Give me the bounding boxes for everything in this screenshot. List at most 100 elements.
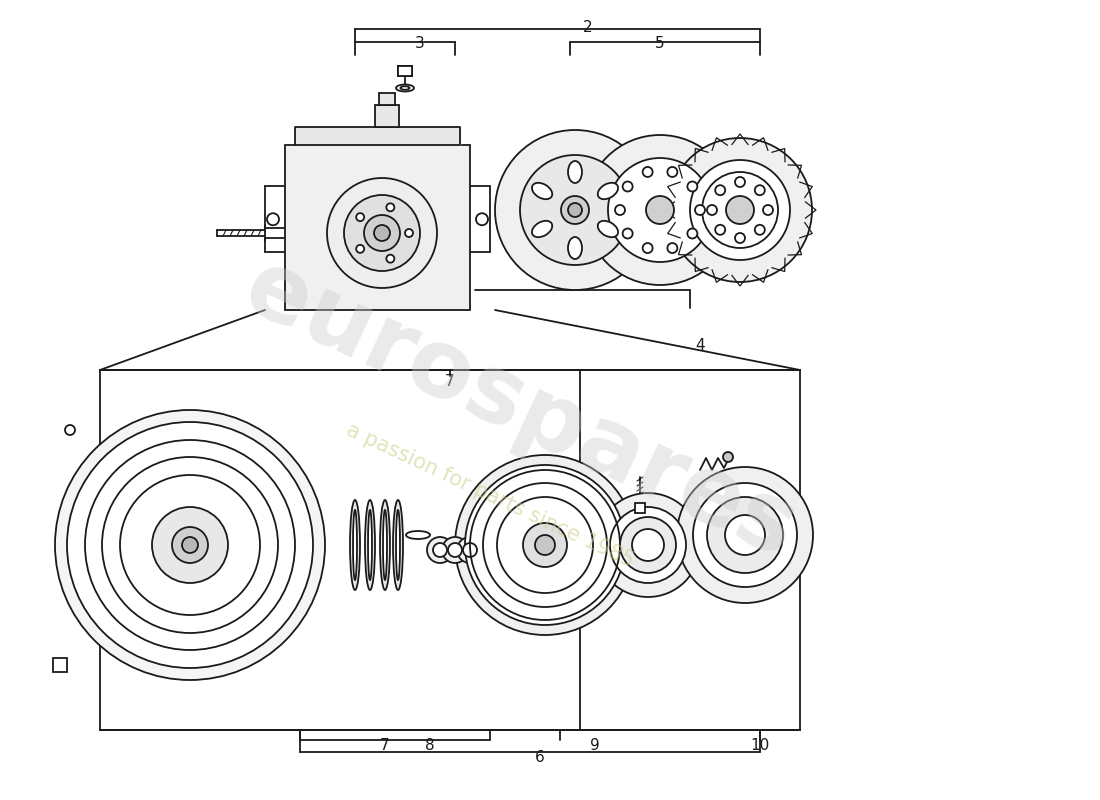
Circle shape (715, 225, 725, 234)
Circle shape (442, 537, 468, 563)
Circle shape (374, 225, 390, 241)
Circle shape (463, 543, 477, 557)
Ellipse shape (597, 183, 618, 199)
Ellipse shape (396, 510, 400, 580)
Circle shape (620, 517, 676, 573)
Bar (398, 66, 412, 76)
Circle shape (405, 229, 412, 237)
Circle shape (522, 523, 566, 567)
Ellipse shape (353, 510, 358, 580)
Text: 7: 7 (381, 738, 389, 753)
Ellipse shape (368, 510, 372, 580)
Circle shape (448, 543, 462, 557)
Ellipse shape (597, 221, 618, 237)
Circle shape (707, 497, 783, 573)
Text: a passion for parts since 1985: a passion for parts since 1985 (343, 419, 637, 570)
Text: 10: 10 (750, 738, 770, 753)
Circle shape (585, 135, 735, 285)
Circle shape (715, 186, 725, 195)
Ellipse shape (400, 86, 409, 90)
Ellipse shape (393, 500, 403, 590)
Circle shape (693, 483, 798, 587)
Circle shape (535, 535, 556, 555)
Circle shape (476, 214, 488, 226)
Circle shape (152, 507, 228, 583)
Circle shape (755, 225, 764, 234)
Circle shape (725, 515, 764, 555)
Circle shape (695, 205, 705, 215)
Circle shape (67, 422, 314, 668)
Circle shape (386, 203, 394, 211)
Circle shape (433, 543, 447, 557)
Circle shape (642, 243, 652, 253)
Circle shape (723, 452, 733, 462)
Bar (635, 503, 645, 513)
Bar (285, 145, 470, 310)
Bar (379, 93, 395, 105)
Circle shape (707, 205, 717, 215)
Circle shape (356, 213, 364, 221)
Circle shape (608, 158, 712, 262)
Circle shape (690, 160, 790, 260)
Circle shape (456, 537, 483, 563)
Circle shape (688, 229, 697, 238)
Bar (375, 105, 399, 127)
Ellipse shape (365, 500, 375, 590)
Circle shape (427, 537, 453, 563)
Text: 2: 2 (583, 21, 593, 35)
Ellipse shape (532, 221, 552, 237)
Circle shape (688, 182, 697, 191)
Circle shape (632, 529, 664, 561)
Text: 9: 9 (590, 738, 600, 753)
Ellipse shape (379, 500, 390, 590)
Circle shape (344, 195, 420, 271)
Circle shape (735, 233, 745, 243)
Circle shape (182, 537, 198, 553)
Ellipse shape (350, 500, 360, 590)
Circle shape (65, 425, 75, 435)
Text: 7: 7 (446, 374, 454, 390)
Circle shape (668, 243, 678, 253)
Circle shape (676, 467, 813, 603)
Circle shape (172, 527, 208, 563)
Text: 3: 3 (415, 37, 425, 51)
Text: 6: 6 (535, 750, 544, 766)
Circle shape (55, 410, 324, 680)
Text: 5: 5 (656, 37, 664, 51)
Circle shape (735, 177, 745, 187)
Circle shape (763, 205, 773, 215)
Circle shape (596, 493, 700, 597)
Circle shape (755, 186, 764, 195)
Circle shape (623, 182, 632, 191)
Circle shape (455, 455, 635, 635)
Circle shape (327, 178, 437, 288)
Ellipse shape (396, 85, 414, 91)
Circle shape (668, 167, 678, 177)
Ellipse shape (406, 531, 430, 539)
Circle shape (610, 507, 686, 583)
Circle shape (646, 196, 674, 224)
Circle shape (520, 155, 630, 265)
Circle shape (726, 196, 754, 224)
Circle shape (642, 167, 652, 177)
Polygon shape (295, 127, 460, 145)
Circle shape (623, 229, 632, 238)
Circle shape (465, 465, 625, 625)
Circle shape (356, 245, 364, 253)
Ellipse shape (383, 510, 387, 580)
Circle shape (267, 214, 279, 226)
Circle shape (668, 138, 812, 282)
Circle shape (495, 130, 654, 290)
Text: 4: 4 (695, 338, 705, 353)
Circle shape (702, 172, 778, 248)
Circle shape (561, 196, 588, 224)
Circle shape (364, 215, 400, 251)
Circle shape (386, 254, 394, 262)
Ellipse shape (568, 161, 582, 183)
Bar (53, 658, 67, 672)
Ellipse shape (568, 237, 582, 259)
Text: 8: 8 (426, 738, 434, 753)
Circle shape (615, 205, 625, 215)
Ellipse shape (532, 183, 552, 199)
Circle shape (568, 203, 582, 217)
